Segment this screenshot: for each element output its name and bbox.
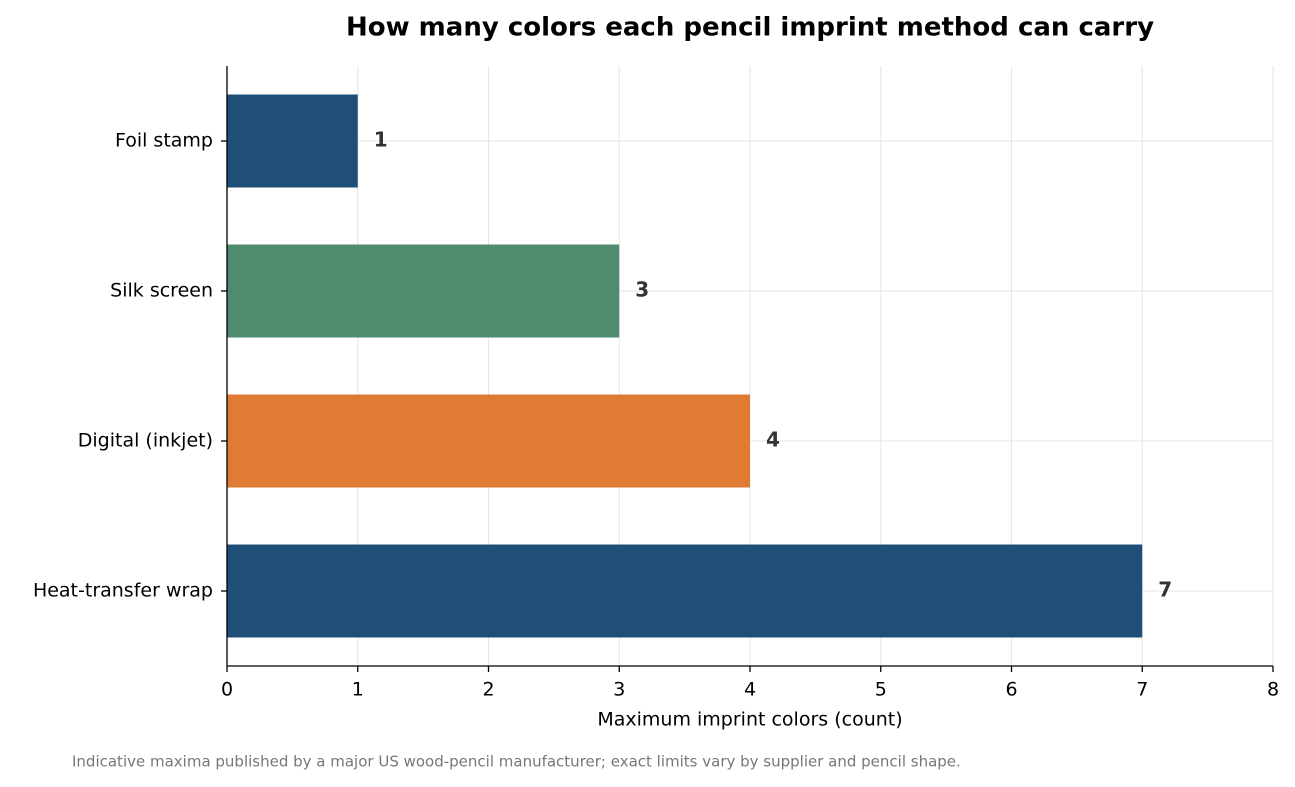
bar [227, 94, 358, 188]
y-tick-label: Foil stamp [115, 130, 213, 152]
bar [227, 394, 750, 488]
bar [227, 244, 620, 338]
x-tick-label: 1 [352, 679, 364, 701]
value-label: 1 [374, 128, 388, 152]
y-tick-label: Silk screen [110, 280, 213, 302]
x-tick-label: 7 [1136, 679, 1148, 701]
bar [227, 544, 1143, 638]
x-tick-label: 8 [1267, 679, 1279, 701]
x-tick-label: 6 [1005, 679, 1017, 701]
y-tick-label: Heat-transfer wrap [33, 580, 213, 602]
x-tick-label: 3 [613, 679, 625, 701]
footnote: Indicative maxima published by a major U… [72, 753, 961, 771]
y-tick-label: Digital (inkjet) [78, 430, 213, 452]
x-tick-label: 4 [744, 679, 756, 701]
value-label: 4 [766, 428, 780, 452]
x-axis-label: Maximum imprint colors (count) [597, 709, 902, 731]
value-label: 3 [635, 278, 649, 302]
value-label: 7 [1158, 578, 1172, 602]
x-tick-label: 5 [875, 679, 887, 701]
x-tick-label: 2 [482, 679, 494, 701]
chart-title: How many colors each pencil imprint meth… [346, 13, 1154, 43]
x-tick-label: 0 [221, 679, 233, 701]
